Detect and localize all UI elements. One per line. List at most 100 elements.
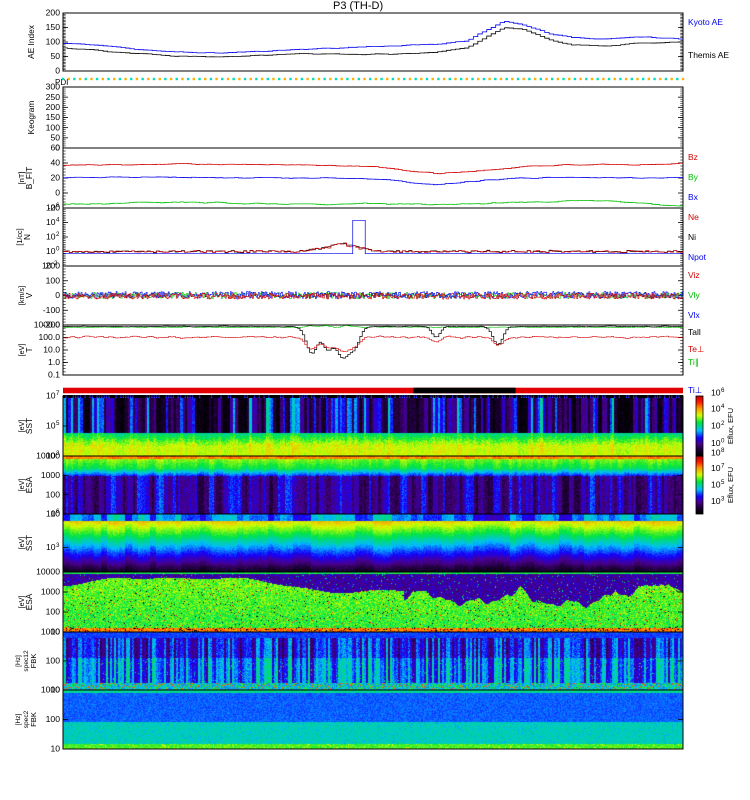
svg-text:Vly: Vly [688, 290, 701, 300]
svg-text:[1/cc]: [1/cc] [15, 228, 24, 245]
svg-text:Eflux, EFU: Eflux, EFU [726, 467, 735, 503]
svg-text:100: 100 [46, 714, 61, 724]
svg-text:10: 10 [711, 438, 721, 448]
svg-text:300: 300 [46, 82, 61, 92]
svg-text:Tall: Tall [688, 327, 701, 337]
svg-text:0: 0 [55, 290, 60, 300]
svg-text:0: 0 [56, 246, 60, 253]
svg-text:100: 100 [46, 37, 61, 47]
svg-text:1000: 1000 [41, 685, 60, 695]
svg-text:-20: -20 [48, 203, 61, 213]
svg-text:B_FIT: B_FIT [24, 167, 34, 190]
svg-text:10000: 10000 [36, 567, 60, 577]
svg-text:50: 50 [50, 51, 60, 61]
svg-text:1000: 1000 [41, 587, 60, 597]
svg-text:[eV]: [eV] [17, 479, 26, 492]
svg-text:10: 10 [46, 232, 56, 242]
svg-text:spec2: spec2 [23, 710, 30, 728]
svg-text:150: 150 [46, 22, 61, 32]
svg-text:By: By [688, 172, 699, 182]
svg-text:-2: -2 [52, 260, 58, 267]
svg-text:[Hz]: [Hz] [15, 655, 22, 667]
svg-text:Ne: Ne [688, 212, 699, 222]
svg-text:SST: SST [24, 535, 34, 551]
svg-text:10000: 10000 [36, 451, 60, 461]
svg-text:10: 10 [711, 463, 721, 473]
svg-text:2: 2 [56, 231, 60, 238]
svg-text:40: 40 [50, 158, 60, 168]
svg-text:100.0: 100.0 [38, 332, 60, 342]
svg-text:10: 10 [711, 387, 721, 397]
svg-text:4: 4 [721, 403, 725, 410]
svg-text:[nT]: [nT] [17, 171, 26, 184]
svg-text:10: 10 [46, 451, 56, 461]
svg-text:4: 4 [56, 217, 60, 224]
svg-text:10: 10 [46, 246, 56, 256]
svg-text:[Hz]: [Hz] [15, 713, 22, 725]
svg-text:200: 200 [46, 261, 61, 271]
svg-text:6: 6 [56, 508, 60, 515]
svg-text:ESA: ESA [24, 593, 34, 610]
svg-text:10: 10 [46, 203, 56, 213]
svg-text:10: 10 [50, 627, 60, 637]
svg-text:10: 10 [46, 217, 56, 227]
svg-text:spec12: spec12 [23, 650, 30, 672]
svg-text:FBK: FBK [29, 654, 38, 669]
svg-text:0: 0 [55, 66, 60, 76]
svg-text:0.1: 0.1 [48, 370, 60, 380]
svg-text:[eV]: [eV] [17, 420, 26, 433]
svg-text:Bx: Bx [688, 192, 699, 202]
svg-text:1000.0: 1000.0 [34, 320, 61, 330]
svg-text:Vlx: Vlx [688, 310, 701, 320]
svg-text:10: 10 [46, 391, 56, 401]
svg-text:[eV]: [eV] [17, 344, 26, 357]
svg-text:-100: -100 [43, 305, 60, 315]
svg-text:N: N [22, 234, 32, 240]
svg-text:Kyoto AE: Kyoto AE [688, 17, 723, 27]
svg-text:5: 5 [56, 420, 60, 427]
svg-text:1000: 1000 [41, 627, 60, 637]
svg-text:Bz: Bz [688, 152, 698, 162]
svg-text:8: 8 [721, 447, 725, 454]
svg-text:10: 10 [711, 496, 721, 506]
svg-text:50: 50 [50, 132, 60, 142]
svg-text:-200: -200 [43, 320, 60, 330]
svg-text:100: 100 [46, 122, 61, 132]
svg-text:Keogram: Keogram [26, 101, 36, 135]
svg-text:PDI: PDI [55, 78, 68, 87]
svg-text:[eV]: [eV] [17, 537, 26, 550]
svg-text:250: 250 [46, 92, 61, 102]
svg-text:20: 20 [50, 173, 60, 183]
svg-text:200: 200 [46, 102, 61, 112]
svg-text:1000: 1000 [41, 470, 60, 480]
svg-text:60: 60 [50, 143, 60, 153]
svg-text:10: 10 [46, 421, 56, 431]
svg-text:V: V [24, 292, 34, 298]
svg-text:100: 100 [46, 607, 61, 617]
svg-text:Ti∥: Ti∥ [688, 357, 699, 367]
svg-text:3: 3 [56, 542, 60, 549]
svg-text:6: 6 [721, 387, 725, 394]
svg-text:10: 10 [42, 261, 52, 271]
svg-text:Eflux, EFU: Eflux, EFU [726, 408, 735, 444]
svg-text:100: 100 [46, 275, 61, 285]
svg-text:0: 0 [55, 188, 60, 198]
svg-text:100: 100 [46, 489, 61, 499]
svg-text:ESA: ESA [24, 476, 34, 493]
svg-text:7: 7 [56, 390, 60, 397]
svg-text:[km/s]: [km/s] [17, 286, 26, 305]
svg-text:10: 10 [711, 479, 721, 489]
svg-text:3: 3 [56, 450, 60, 457]
svg-text:Ti⊥: Ti⊥ [688, 385, 703, 395]
svg-text:0: 0 [55, 143, 60, 153]
svg-text:Viz: Viz [688, 270, 700, 280]
svg-text:10: 10 [50, 685, 60, 695]
svg-text:100: 100 [46, 656, 61, 666]
svg-text:SST: SST [24, 418, 34, 434]
svg-text:0: 0 [721, 437, 725, 444]
svg-text:3: 3 [721, 496, 725, 503]
svg-text:200: 200 [46, 8, 61, 18]
svg-text:10: 10 [50, 509, 60, 519]
svg-text:6: 6 [56, 202, 60, 209]
svg-text:AE Index: AE Index [26, 24, 36, 59]
